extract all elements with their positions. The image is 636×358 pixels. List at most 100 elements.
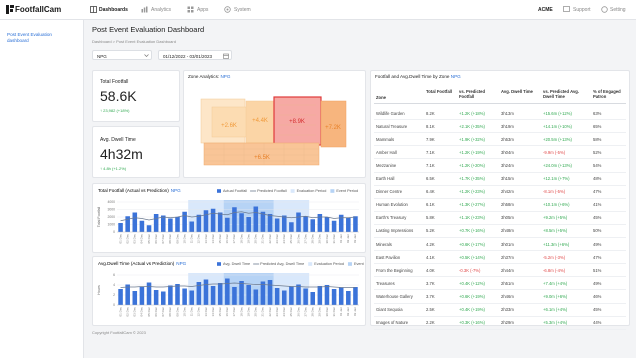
breadcrumb: Dashboard > Post Event Evaluation Dashbo… [92, 39, 176, 44]
x-tick-label: 11 Dec [190, 307, 194, 317]
site-select[interactable]: NPG [92, 50, 152, 60]
table-cell: +0.7K (+16%) [459, 228, 485, 234]
table-site: NPG [450, 74, 461, 79]
zone-shape [211, 106, 249, 138]
x-tick-label: 30 Dec [325, 234, 329, 244]
bar [310, 292, 316, 305]
table-cell: 58% [593, 136, 602, 142]
table-cell: 48% [593, 176, 602, 181]
x-tick-label: 02 Jan [346, 234, 350, 243]
nav-item[interactable]: Dashboards [99, 7, 128, 13]
table-cell: +20.5m (+13%) [543, 136, 572, 142]
kpi-value: 4h32m [100, 146, 143, 162]
table-cell: -5.2m (-3%) [543, 254, 566, 260]
zone-shape [320, 100, 347, 148]
table-cell: -9.9m (-5%) [543, 149, 566, 155]
bar [168, 218, 173, 232]
support-link[interactable]: Support [573, 7, 591, 13]
bar [338, 287, 344, 305]
bar [317, 214, 323, 232]
zone-shape [203, 142, 320, 166]
x-tick-label: 22 Dec [268, 234, 272, 244]
x-tick-label: 26 Dec [296, 234, 300, 244]
table-cell: Mammals [376, 136, 395, 142]
table-cell: +2.1K (+35%) [459, 123, 485, 129]
table-cell: 49% [593, 241, 602, 247]
x-tick-label: 30 Dec [325, 307, 329, 317]
table-cell: Dinner Centre [376, 189, 403, 195]
bar [210, 286, 216, 305]
table-cell: 3h05m [501, 215, 514, 221]
chart-title: Avg.Dwell Time (Actual vs Prediction) [98, 261, 175, 266]
table-cell: -6.8m (-4%) [543, 267, 566, 273]
column-header: Zone [376, 95, 387, 100]
bar [225, 217, 230, 232]
table-title: Footfall and Avg.Dwell Time by Zone NPG [375, 74, 461, 79]
x-tick-label: 02 Jan [346, 307, 350, 316]
table-cell: Earth's Treasury [376, 215, 407, 221]
top-nav: FootfallCam Dashboards Analytics Apps Sy… [0, 0, 636, 20]
table-cell: 2h29m [501, 320, 514, 326]
table-cell: Giant Sequoia [376, 307, 403, 312]
bar [253, 289, 259, 305]
table-cell: 65% [593, 123, 602, 129]
x-tick-label: 03 Jan [353, 234, 357, 243]
legend-label: Avg. Dwell Time [223, 262, 250, 266]
table-cell: +0.3K (+16%) [459, 320, 485, 326]
table-title-text: Footfall and Avg.Dwell Time by Zone [375, 74, 450, 79]
zone-label: +7.2K [325, 125, 341, 131]
table-cell: +6.1m (+4%) [543, 307, 568, 312]
table-cell: Mezzanine [376, 162, 397, 168]
table-cell: +1.2K (+23%) [459, 189, 485, 195]
table-cell: 2h46m [501, 293, 514, 299]
bar [331, 220, 337, 232]
table-cell: 5.8K [426, 215, 435, 221]
date-picker[interactable]: 01/12/2022 - 03/01/2023 [158, 50, 232, 60]
x-tick-label: 12 Dec [197, 234, 201, 244]
x-tick-label: 27 Dec [303, 307, 307, 317]
table-cell: 6.1K [426, 202, 435, 208]
x-tick-label: 06 Dec [154, 307, 158, 317]
nav-item[interactable]: System [234, 7, 251, 13]
site-select-value: NPG [97, 53, 107, 59]
account[interactable]: ACME [538, 7, 553, 13]
bar [118, 223, 123, 232]
chevron [144, 54, 149, 57]
chart-site: NPG [171, 188, 181, 193]
y-tick-label: 6 [113, 273, 115, 277]
table-cell: 7.1K [426, 149, 435, 155]
setting-link[interactable]: Setting [610, 7, 626, 13]
nav-icon [90, 6, 97, 13]
bar [296, 284, 301, 305]
x-tick-label: 14 Dec [211, 307, 215, 317]
table-cell: +1.2K (+18%) [459, 110, 485, 116]
bar [239, 281, 244, 305]
bar [196, 214, 202, 232]
y-tick-label: 2000 [107, 215, 115, 219]
x-tick-label: 17 Dec [232, 234, 236, 244]
nav-item[interactable]: Apps [197, 7, 209, 13]
table-cell: 2h51m [501, 280, 514, 286]
x-tick-label: 18 Dec [239, 234, 243, 244]
x-tick-label: 20 Dec [254, 307, 258, 317]
zone-label: +2.6K [221, 123, 237, 129]
sidebar-link[interactable]: Post Event Evaluation dashboard [7, 32, 52, 43]
bar [260, 281, 266, 305]
kpi-label: Total Footfall [100, 79, 129, 85]
bar [274, 288, 280, 305]
bar [182, 211, 187, 232]
table-cell: 8.1K [426, 123, 435, 129]
table-cell: Waterhouse Gallery [376, 293, 413, 299]
table-cell: +1.7K (+35%) [459, 176, 485, 181]
logo: FootfallCam [15, 5, 62, 14]
table-cell: 6.4K [426, 189, 435, 195]
predicted-line [120, 211, 356, 222]
nav-item[interactable]: Analytics [151, 7, 172, 13]
bar [146, 282, 152, 305]
table-cell: Natural Treasure [376, 123, 408, 129]
bar [153, 214, 159, 232]
bar [289, 286, 294, 305]
x-tick-label: 01 Jan [339, 234, 343, 243]
y-tick-label: 0 [113, 230, 115, 234]
bar [267, 280, 273, 305]
